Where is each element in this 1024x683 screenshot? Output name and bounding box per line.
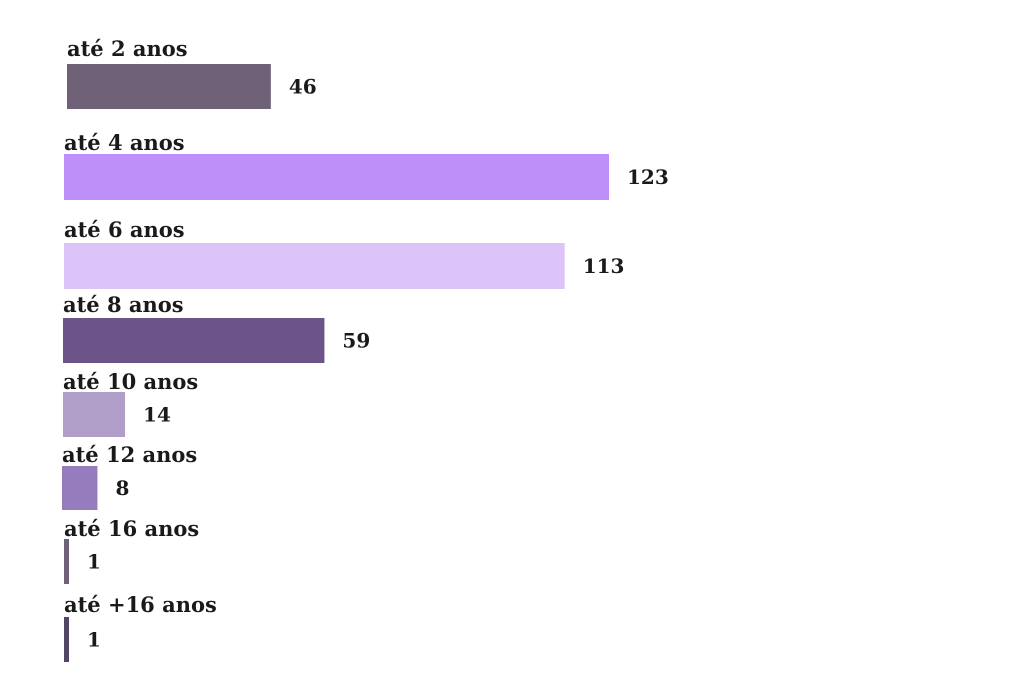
bar-ate-8-anos	[63, 318, 325, 363]
bar-ate-10-anos	[63, 392, 126, 437]
bar-ate-2-anos	[67, 64, 271, 109]
value-label-ate-12-anos: 8	[115, 476, 129, 500]
value-label-ate-6-anos: 113	[583, 254, 625, 278]
value-label-ate-plus-16-anos: 1	[87, 628, 101, 652]
bar-ate-plus-16-anos	[64, 617, 69, 662]
category-label-ate-2-anos: até 2 anos	[67, 36, 188, 61]
category-label-ate-16-anos: até 16 anos	[64, 516, 199, 541]
value-label-ate-8-anos: 59	[342, 329, 370, 353]
category-label-ate-6-anos: até 6 anos	[64, 217, 185, 242]
bar-ate-4-anos	[64, 154, 609, 200]
value-label-ate-4-anos: 123	[627, 165, 669, 189]
category-label-ate-8-anos: até 8 anos	[63, 292, 184, 317]
category-label-ate-4-anos: até 4 anos	[64, 130, 185, 155]
bar-ate-12-anos	[62, 466, 98, 510]
bar-ate-6-anos	[64, 243, 565, 289]
value-label-ate-10-anos: 14	[143, 403, 171, 427]
value-label-ate-2-anos: 46	[289, 75, 317, 99]
value-label-ate-16-anos: 1	[87, 550, 101, 574]
bar-ate-16-anos	[64, 539, 69, 584]
category-label-ate-plus-16-anos: até +16 anos	[64, 592, 217, 617]
category-label-ate-12-anos: até 12 anos	[62, 442, 197, 467]
category-label-ate-10-anos: até 10 anos	[63, 369, 198, 394]
